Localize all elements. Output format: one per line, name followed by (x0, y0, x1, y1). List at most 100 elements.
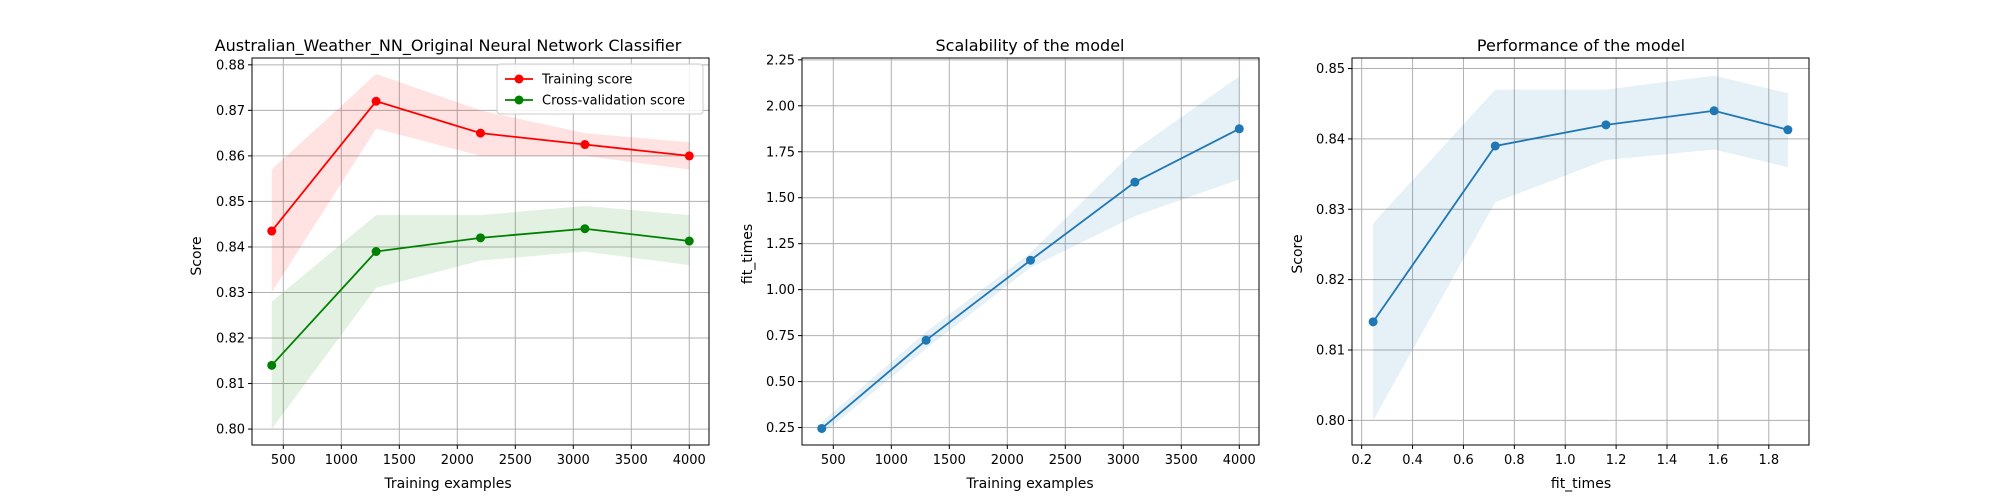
legend-marker (514, 95, 524, 105)
x-axis-label: Training examples (383, 476, 511, 492)
x-tick-label: 1.0 (1555, 453, 1576, 468)
y-tick-label: 0.80 (216, 423, 245, 438)
legend-box (496, 63, 704, 115)
x-tick-label: 1.8 (1758, 453, 1779, 468)
confidence-band (1373, 75, 1788, 421)
axes-frame (1351, 57, 1810, 446)
legend: Training score Cross-validation score (496, 63, 704, 115)
x-tick-label: 4000 (1223, 453, 1256, 468)
axes-frame (251, 57, 710, 446)
data-point (371, 247, 381, 256)
confidence-band (271, 73, 690, 293)
y-tick-label: 0.84 (216, 240, 245, 255)
data-point (1490, 141, 1500, 151)
y-axis-label: fit_times (740, 224, 756, 284)
y-tick-label: 0.83 (216, 286, 245, 301)
y-tick-label: 0.85 (1316, 62, 1345, 77)
y-axis-label: Score (1290, 234, 1306, 273)
scalability-panel: Scalability of the model Training exampl… (740, 36, 1260, 492)
chart-title: Scalability of the model (936, 36, 1125, 55)
y-tick-label: 0.85 (216, 195, 245, 210)
learning-curve-panel: Australian_Weather_NN_Original Neural Ne… (189, 36, 710, 492)
data-point (1026, 255, 1035, 265)
y-tick-label: 0.82 (1316, 273, 1345, 288)
x-tick-label: 2500 (499, 453, 532, 468)
data-point (476, 233, 485, 243)
data-point (580, 224, 590, 234)
legend-marker (514, 74, 524, 84)
chart-title: Australian_Weather_NN_Original Neural Ne… (215, 36, 682, 56)
x-tick-label: 2000 (441, 453, 474, 468)
y-tick-label: 0.81 (216, 377, 245, 392)
y-tick-label: 0.75 (766, 329, 795, 344)
y-tick-label: 0.81 (1316, 344, 1345, 359)
x-axis-label: Training examples (965, 476, 1093, 492)
legend-label: Cross-validation score (542, 94, 685, 109)
data-point (1130, 177, 1140, 187)
y-tick-label: 1.00 (766, 283, 795, 298)
y-tick-label: 0.50 (766, 375, 795, 390)
x-tick-label: 3500 (615, 453, 648, 468)
data-point (267, 360, 277, 370)
y-tick-label: 2.25 (766, 53, 795, 68)
x-tick-label: 1000 (325, 453, 358, 468)
data-point (580, 140, 590, 150)
data-point (371, 96, 381, 106)
y-tick-label: 2.00 (766, 99, 795, 114)
x-tick-label: 0.4 (1402, 453, 1423, 468)
y-axis-label: Score (189, 236, 205, 275)
x-tick-label: 3000 (1107, 453, 1140, 468)
data-point (476, 128, 485, 138)
plot-area (251, 57, 710, 446)
data-point (684, 151, 694, 161)
data-point (684, 236, 694, 246)
plot-background (1352, 58, 1809, 445)
axes-frame (801, 57, 1260, 446)
x-tick-label: 0.8 (1504, 453, 1525, 468)
data-point (1709, 106, 1719, 116)
x-tick-label: 4000 (673, 453, 706, 468)
data-point (921, 335, 931, 345)
y-tick-label: 0.82 (216, 332, 245, 347)
confidence-band (821, 76, 1240, 435)
data-point (1601, 120, 1611, 130)
y-tick-label: 1.75 (766, 145, 795, 160)
y-tick-label: 0.86 (216, 149, 245, 164)
y-tick-label: 0.88 (216, 58, 245, 73)
y-tick-label: 0.84 (1316, 132, 1345, 147)
plot-area (1351, 57, 1810, 446)
x-tick-label: 2500 (1049, 453, 1082, 468)
performance-panel: Performance of the model fit_times Score… (1290, 36, 1810, 492)
data-point (1783, 125, 1793, 135)
legend-label: Training score (541, 73, 632, 88)
plot-background (252, 58, 709, 445)
x-tick-label: 1.4 (1657, 453, 1678, 468)
y-tick-label: 1.25 (766, 237, 795, 252)
y-tick-label: 0.80 (1316, 414, 1345, 429)
x-tick-label: 500 (271, 453, 296, 468)
data-point (1234, 124, 1244, 134)
x-tick-label: 1500 (933, 453, 966, 468)
data-point (1368, 317, 1378, 327)
x-tick-label: 2000 (991, 453, 1024, 468)
chart-title: Performance of the model (1477, 36, 1685, 55)
y-tick-label: 0.87 (216, 104, 245, 119)
x-tick-label: 1000 (875, 453, 908, 468)
x-tick-label: 1.2 (1606, 453, 1627, 468)
x-tick-label: 500 (821, 453, 846, 468)
plot-area (801, 57, 1260, 446)
x-axis-label: fit_times (1551, 476, 1611, 492)
data-point (817, 423, 827, 433)
data-point (267, 226, 277, 236)
confidence-band (271, 205, 690, 430)
y-tick-label: 0.83 (1316, 203, 1345, 218)
x-tick-label: 0.6 (1453, 453, 1474, 468)
x-tick-label: 0.2 (1351, 453, 1372, 468)
y-tick-label: 0.25 (766, 421, 795, 436)
x-tick-label: 3500 (1165, 453, 1198, 468)
x-tick-label: 1500 (383, 453, 416, 468)
y-tick-label: 1.50 (766, 191, 795, 206)
x-tick-label: 3000 (557, 453, 590, 468)
x-tick-label: 1.6 (1708, 453, 1729, 468)
